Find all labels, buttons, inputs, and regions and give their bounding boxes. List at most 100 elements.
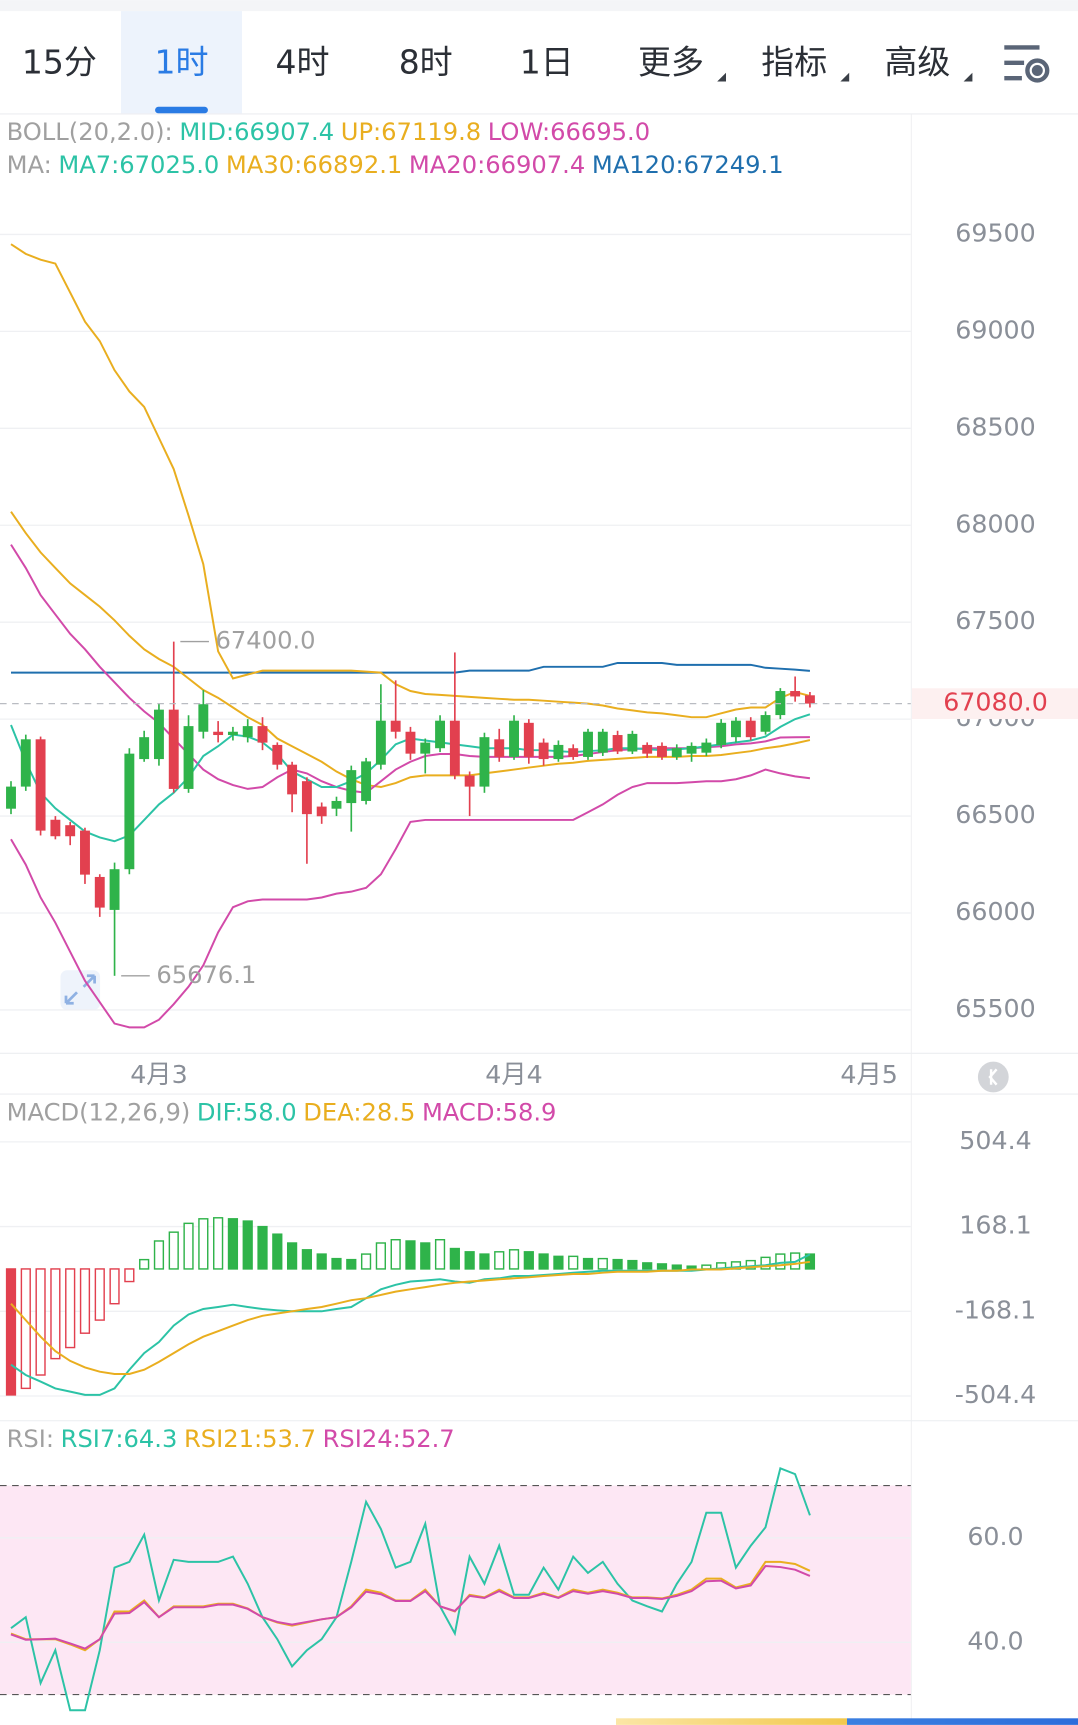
candle-body — [745, 720, 756, 738]
indicator-line — [10, 1260, 811, 1375]
candle-body — [701, 742, 712, 753]
macd-bar — [642, 1262, 653, 1270]
candle-body — [464, 775, 475, 787]
candle-body — [390, 720, 401, 732]
macd-bar — [745, 1259, 756, 1270]
macd-bar — [612, 1258, 623, 1270]
candle-body — [168, 709, 179, 789]
macd-bar — [272, 1233, 283, 1270]
candle-body — [94, 876, 105, 908]
candle-body — [154, 709, 164, 760]
tab-label[interactable]: 指标 — [761, 42, 827, 81]
macd-bar — [109, 1268, 120, 1305]
macd-bar — [464, 1251, 475, 1270]
candle-body — [583, 731, 593, 757]
candle-body — [553, 744, 564, 760]
extreme-label: 67400.0 — [216, 627, 316, 655]
macd-bar — [405, 1240, 416, 1270]
candle-body — [731, 720, 741, 738]
tab-label[interactable]: 1时 — [155, 42, 209, 81]
candle-body — [405, 731, 416, 754]
candle-body — [523, 722, 534, 757]
candle-body — [80, 830, 90, 875]
candle-body — [790, 691, 801, 697]
macd-bar — [139, 1258, 150, 1270]
macd-bar — [375, 1242, 386, 1270]
macd-bar — [775, 1253, 786, 1270]
candle-body — [538, 742, 549, 760]
tab-label[interactable]: 4时 — [276, 42, 330, 81]
x-tick-label: 4月3 — [130, 1060, 187, 1089]
last-price-tag: 67080.0 — [943, 688, 1048, 717]
legend-item: RSI21:53.7 — [184, 1425, 316, 1453]
candle-body — [109, 869, 120, 910]
macd-bar — [597, 1257, 608, 1270]
macd-bar — [346, 1258, 357, 1270]
jump-button-icon — [988, 1068, 998, 1086]
bottom-bar — [616, 1718, 1078, 1725]
macd-bar — [582, 1257, 594, 1270]
macd-bar — [568, 1255, 579, 1270]
candle-body — [686, 745, 697, 754]
y-tick-label: 40.0 — [967, 1626, 1023, 1655]
tab-label[interactable]: 1日 — [520, 42, 574, 81]
last-price-tag-bg — [911, 688, 1078, 720]
macd-bar — [94, 1268, 105, 1321]
tab-label[interactable]: 高级 — [884, 42, 950, 81]
macd-bar — [479, 1253, 490, 1270]
legend-item: BOLL(20,2.0): — [7, 118, 173, 146]
candle-body — [627, 733, 638, 752]
status-strip — [0, 0, 1078, 12]
macd-bar — [35, 1268, 46, 1376]
tab-label[interactable]: 更多 — [638, 42, 704, 81]
settings-icon[interactable] — [1004, 45, 1050, 83]
macd-bar — [50, 1268, 61, 1360]
candle-body — [420, 742, 431, 754]
legend-item: MA20:66907.4 — [409, 151, 585, 179]
y-tick-label: 504.4 — [959, 1126, 1031, 1155]
active-tab-bg — [121, 11, 242, 114]
candle-body — [287, 764, 298, 795]
macd-bar — [168, 1231, 179, 1270]
jump-latest-button[interactable] — [977, 1061, 1009, 1093]
macd-bar — [538, 1253, 549, 1270]
tab-label[interactable]: 15分 — [22, 42, 97, 81]
macd-bar — [449, 1247, 460, 1270]
candle-body — [227, 731, 238, 736]
macd-bar — [79, 1268, 91, 1334]
macd-bar — [65, 1268, 76, 1349]
candle-body — [509, 720, 519, 757]
candle-body — [642, 744, 653, 754]
x-tick-label: 4月5 — [840, 1060, 898, 1089]
zoom-icon[interactable] — [60, 970, 101, 1010]
y-tick-label: 65500 — [955, 994, 1035, 1023]
macd-bar — [153, 1240, 165, 1270]
panel: 504.4 168.1 -168.1 -504.4 MACD(12,26,9) DIF:5… — [0, 1098, 1036, 1409]
candle-body — [50, 819, 61, 837]
indicator-line — [10, 1467, 811, 1712]
candle-body — [568, 748, 579, 757]
legend-item: MA7:67025.0 — [58, 151, 219, 179]
macd-bar — [494, 1251, 505, 1270]
macd-bar — [124, 1268, 135, 1283]
legend-item: MA: — [7, 151, 52, 179]
jump-button-bg — [977, 1061, 1009, 1093]
macd-bar — [198, 1218, 209, 1270]
y-tick-label: 68000 — [955, 509, 1035, 538]
y-tick-label: 68500 — [955, 412, 1035, 441]
active-tab-underline — [155, 106, 208, 114]
y-tick-label: 60.0 — [967, 1522, 1023, 1551]
y-tick-label: 66000 — [955, 897, 1035, 926]
candle-body — [331, 800, 342, 809]
icon-gear-hub — [1031, 65, 1043, 77]
tab-label[interactable]: 8时 — [399, 42, 453, 81]
indicator-line — [10, 1565, 811, 1650]
indicator-line — [10, 768, 811, 1029]
macd-bar — [257, 1225, 268, 1270]
macd-bar — [316, 1253, 327, 1270]
candle-body — [301, 781, 312, 815]
legend-item: RSI: — [7, 1425, 54, 1453]
y-tick-label: 69000 — [955, 315, 1035, 344]
